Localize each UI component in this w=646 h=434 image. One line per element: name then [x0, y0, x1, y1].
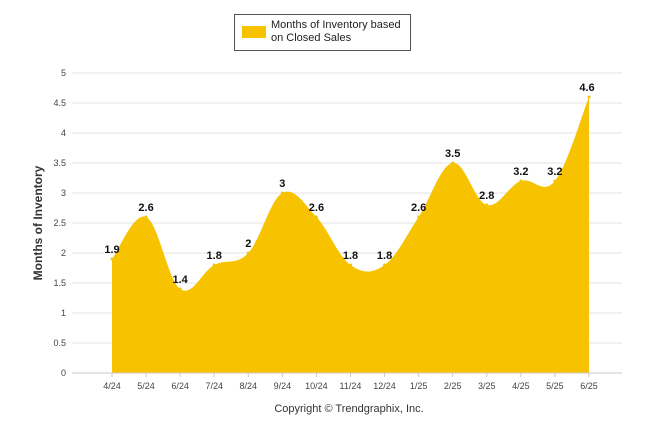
x-tick-label: 8/24: [240, 381, 258, 391]
data-point: [178, 287, 182, 291]
x-tick-label: 11/24: [340, 381, 362, 391]
x-tick-label: 4/24: [103, 381, 121, 391]
x-tick-label: 7/24: [205, 381, 223, 391]
x-tick-label: 5/24: [137, 381, 155, 391]
data-point: [348, 263, 352, 267]
data-point: [417, 215, 421, 219]
y-tick-label: 1: [61, 308, 66, 318]
x-tick-label: 1/25: [410, 381, 428, 391]
data-label: 2.6: [411, 202, 426, 214]
data-point: [587, 95, 591, 99]
data-point: [451, 161, 455, 165]
data-point: [383, 263, 387, 267]
legend-label-line-1: Months of Inventory based: [271, 19, 401, 31]
y-tick-label: 3.5: [53, 158, 66, 168]
x-tick-label: 12/24: [373, 381, 396, 391]
x-tick-label: 5/25: [546, 381, 564, 391]
data-point: [485, 203, 489, 207]
legend-swatch: [242, 26, 266, 38]
data-label: 1.9: [104, 244, 119, 256]
y-tick-label: 4.5: [53, 98, 66, 108]
data-label: 4.6: [579, 82, 594, 94]
data-label: 3.2: [547, 166, 562, 178]
data-point: [144, 215, 148, 219]
x-tick-label: 6/25: [580, 381, 598, 391]
data-label: 1.8: [207, 250, 222, 262]
data-label: 2: [245, 238, 251, 250]
data-point: [212, 263, 216, 267]
data-label: 2.8: [479, 190, 494, 202]
legend: Months of Inventory based on Closed Sale…: [234, 14, 411, 51]
y-tick-label: 2: [61, 248, 66, 258]
data-point: [314, 215, 318, 219]
y-tick-label: 1.5: [53, 278, 66, 288]
x-tick-label: 2/25: [444, 381, 462, 391]
area-layer: [112, 97, 589, 373]
data-label: 3.5: [445, 148, 460, 160]
data-point: [110, 257, 114, 261]
x-tick-label: 10/24: [305, 381, 328, 391]
data-label: 2.6: [309, 202, 324, 214]
y-axis-ticks: 0 0.5 1 1.5 2 2.5 3 3.5 4 4.5 5: [53, 68, 66, 378]
data-label: 3: [279, 178, 285, 190]
x-axis-ticks: 4/24 5/24 6/24 7/24 8/24 9/24 10/24 11/24 12/24 1…: [103, 373, 598, 391]
legend-label-line-2: on Closed Sales: [271, 32, 352, 44]
y-tick-label: 2.5: [53, 218, 66, 228]
data-label: 1.8: [343, 250, 358, 262]
y-tick-label: 0: [61, 368, 66, 378]
data-label: 2.6: [138, 202, 153, 214]
data-point: [246, 251, 250, 255]
x-tick-label: 3/25: [478, 381, 496, 391]
data-labels: 1.9 2.6 1.4 1.8 2 3 2.6 1.8 1.8 2.6 3.5 2.8 3.2 3.2 4.…: [104, 82, 595, 291]
data-label: 3.2: [513, 166, 528, 178]
x-tick-label: 6/24: [171, 381, 189, 391]
y-tick-label: 4: [61, 128, 66, 138]
x-tick-label: 4/25: [512, 381, 530, 391]
y-tick-label: 3: [61, 188, 66, 198]
y-axis-title: Months of Inventory: [31, 165, 45, 280]
data-label: 1.4: [172, 274, 188, 286]
data-point: [519, 179, 523, 183]
area-series: [112, 97, 589, 373]
y-tick-label: 0.5: [53, 338, 66, 348]
copyright-footer: Copyright © Trendgraphix, Inc.: [274, 403, 423, 415]
y-tick-label: 5: [61, 68, 66, 78]
data-point: [553, 179, 557, 183]
data-point: [280, 191, 284, 195]
x-tick-label: 9/24: [274, 381, 292, 391]
data-label: 1.8: [377, 250, 392, 262]
